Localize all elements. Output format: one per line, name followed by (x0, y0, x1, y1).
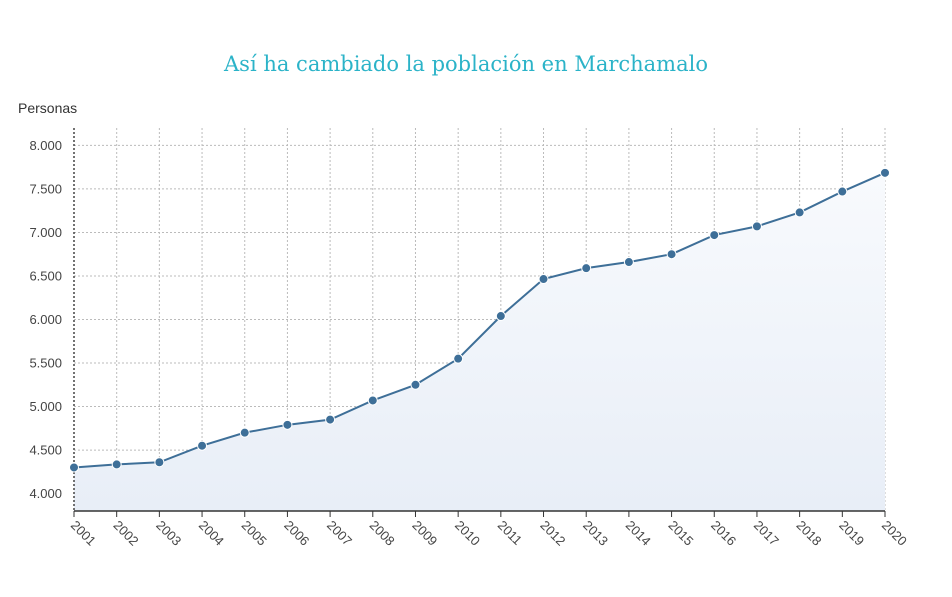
chart-title: Así ha cambiado la población en Marchama… (224, 52, 708, 76)
x-tick-label: 2012 (537, 518, 568, 549)
x-tick-label: 2008 (367, 518, 398, 549)
x-tick-label: 2003 (153, 518, 184, 549)
x-tick-label: 2015 (665, 518, 696, 549)
data-point-2003 (154, 457, 165, 468)
data-point-2007 (325, 414, 336, 425)
y-tick-label: 6.000 (29, 312, 62, 327)
x-tick-label: 2009 (409, 518, 440, 549)
x-tick-label: 2007 (324, 518, 355, 549)
x-tick-label: 2001 (68, 518, 99, 549)
x-tick-label: 2018 (794, 518, 825, 549)
data-point-2019 (837, 186, 848, 197)
x-tick-label: 2019 (836, 518, 867, 549)
y-tick-label: 5.500 (29, 356, 62, 371)
data-point-2016 (709, 230, 720, 241)
data-point-2001 (69, 462, 79, 473)
data-point-2004 (197, 440, 208, 451)
x-tick-label: 2020 (879, 518, 910, 549)
x-tick-label: 2016 (708, 518, 739, 549)
y-axis-label: Personas (18, 100, 78, 116)
data-point-2005 (239, 427, 250, 438)
y-tick-label: 7.500 (29, 181, 62, 196)
data-point-2002 (111, 459, 122, 470)
data-point-2014 (623, 257, 634, 268)
x-tick-label: 2004 (196, 518, 227, 549)
data-point-2006 (282, 419, 293, 430)
x-tick-label: 2013 (580, 518, 611, 549)
data-point-2013 (581, 263, 592, 274)
x-tick-label: 2005 (239, 518, 270, 549)
x-ticks: 2001 2002 2003 2004 2005 2006 2007 2008 2009 2010… (68, 518, 910, 549)
data-point-2017 (751, 221, 762, 232)
data-point-2012 (538, 274, 549, 285)
x-tick-label: 2006 (281, 518, 312, 549)
data-point-2010 (453, 353, 464, 364)
y-tick-label: 8.000 (29, 138, 62, 153)
axes (73, 128, 886, 517)
data-point-2009 (410, 379, 421, 390)
data-point-2015 (666, 249, 677, 260)
x-tick-label: 2002 (111, 518, 142, 549)
y-ticks: 4.000 4.500 5.000 5.500 6.000 6.500 7.000 7.500… (29, 138, 62, 501)
data-point-2020 (880, 167, 890, 178)
data-point-2008 (367, 395, 378, 406)
y-tick-label: 6.500 (29, 268, 62, 283)
x-tick-label: 2011 (495, 518, 525, 548)
data-point-2011 (495, 311, 506, 322)
series-line (73, 171, 886, 469)
data-point-2018 (794, 207, 805, 218)
area-fill (74, 172, 885, 511)
x-tick-label: 2014 (623, 518, 654, 549)
y-tick-label: 4.000 (29, 486, 62, 501)
y-tick-label: 4.500 (29, 443, 62, 458)
x-tick-label: 2010 (452, 518, 483, 549)
x-tick-label: 2017 (751, 518, 782, 549)
y-tick-label: 7.000 (29, 225, 62, 240)
y-tick-label: 5.000 (29, 399, 62, 414)
data-points (69, 167, 890, 473)
